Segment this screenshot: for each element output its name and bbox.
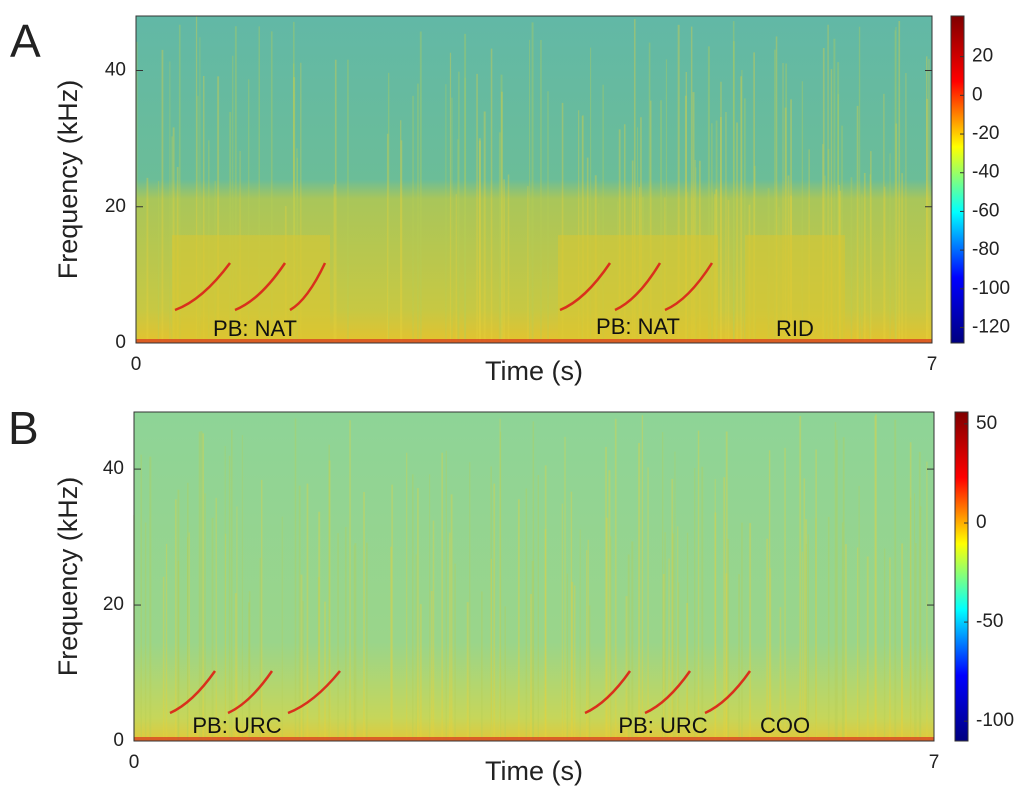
call-trace <box>169 670 217 715</box>
plot-frame <box>135 15 933 344</box>
panel: 0 20 40 0 7 Time (s) Frequency (kHz) B PB: URC PB… <box>8 402 1014 786</box>
low-band <box>136 339 932 343</box>
y-tick-label: 0 <box>115 332 126 353</box>
y-axis-label: Frequency (kHz) <box>53 477 83 677</box>
annotation: RID <box>776 316 814 341</box>
x-tick-label: 0 <box>129 752 140 773</box>
call-trace <box>289 262 327 312</box>
colorbar-tick-label: -120 <box>972 317 1010 338</box>
y-tick-label: 20 <box>103 594 124 615</box>
colorbar-tick-label: 0 <box>972 84 983 105</box>
x-axis-label: Time (s) <box>485 756 583 786</box>
x-tick-label: 0 <box>131 354 142 375</box>
low-band <box>134 737 934 741</box>
call-trace <box>234 262 287 312</box>
colorbar-tick-label: -40 <box>972 162 999 183</box>
colorbar <box>950 15 965 344</box>
call-trace <box>664 262 714 312</box>
y-tick-label: 40 <box>103 458 124 479</box>
x-axis-label: Time (s) <box>485 356 583 386</box>
call-trace <box>644 670 692 715</box>
colorbar-tick-label: 50 <box>976 413 997 434</box>
spectrogram-image <box>134 412 934 741</box>
call-trace <box>559 262 612 312</box>
x-tick-label: 7 <box>929 752 940 773</box>
call-trace <box>614 262 662 312</box>
call-trace <box>174 262 232 312</box>
panel-label: A <box>10 15 41 67</box>
annotation: PB: URC <box>618 713 707 738</box>
colorbar-tick-label: 0 <box>976 512 987 533</box>
y-tick-label: 40 <box>105 60 126 81</box>
call-trace <box>704 670 752 715</box>
y-tick-label: 0 <box>113 730 124 751</box>
colorbar-tick-label: 20 <box>972 46 993 67</box>
colorbar-tick-label: -100 <box>972 278 1010 299</box>
annotation: PB: URC <box>192 713 281 738</box>
colorbar-tick-label: -80 <box>972 239 999 260</box>
plot-frame <box>133 411 935 742</box>
call-trace <box>287 670 341 715</box>
annotation: COO <box>760 713 810 738</box>
call-region <box>172 235 330 343</box>
colorbar <box>954 411 969 742</box>
colorbar-tick-label: -100 <box>976 710 1014 731</box>
panel-label: B <box>8 402 39 454</box>
colorbar-tick-label: -50 <box>976 611 1003 632</box>
colorbar-tick-label: -20 <box>972 123 999 144</box>
annotation: PB: NAT <box>596 314 680 339</box>
y-tick-label: 20 <box>105 196 126 217</box>
y-axis-label: Frequency (kHz) <box>53 80 83 280</box>
x-tick-label: 7 <box>927 354 938 375</box>
colorbar-tick-label: -60 <box>972 200 999 221</box>
annotation: PB: NAT <box>213 316 297 341</box>
call-trace <box>584 670 632 715</box>
panel: 0 20 40 0 7 Time (s) Frequency (kHz) A PB: NAT PB… <box>10 15 1010 386</box>
call-region <box>745 235 845 343</box>
call-trace <box>227 670 274 715</box>
